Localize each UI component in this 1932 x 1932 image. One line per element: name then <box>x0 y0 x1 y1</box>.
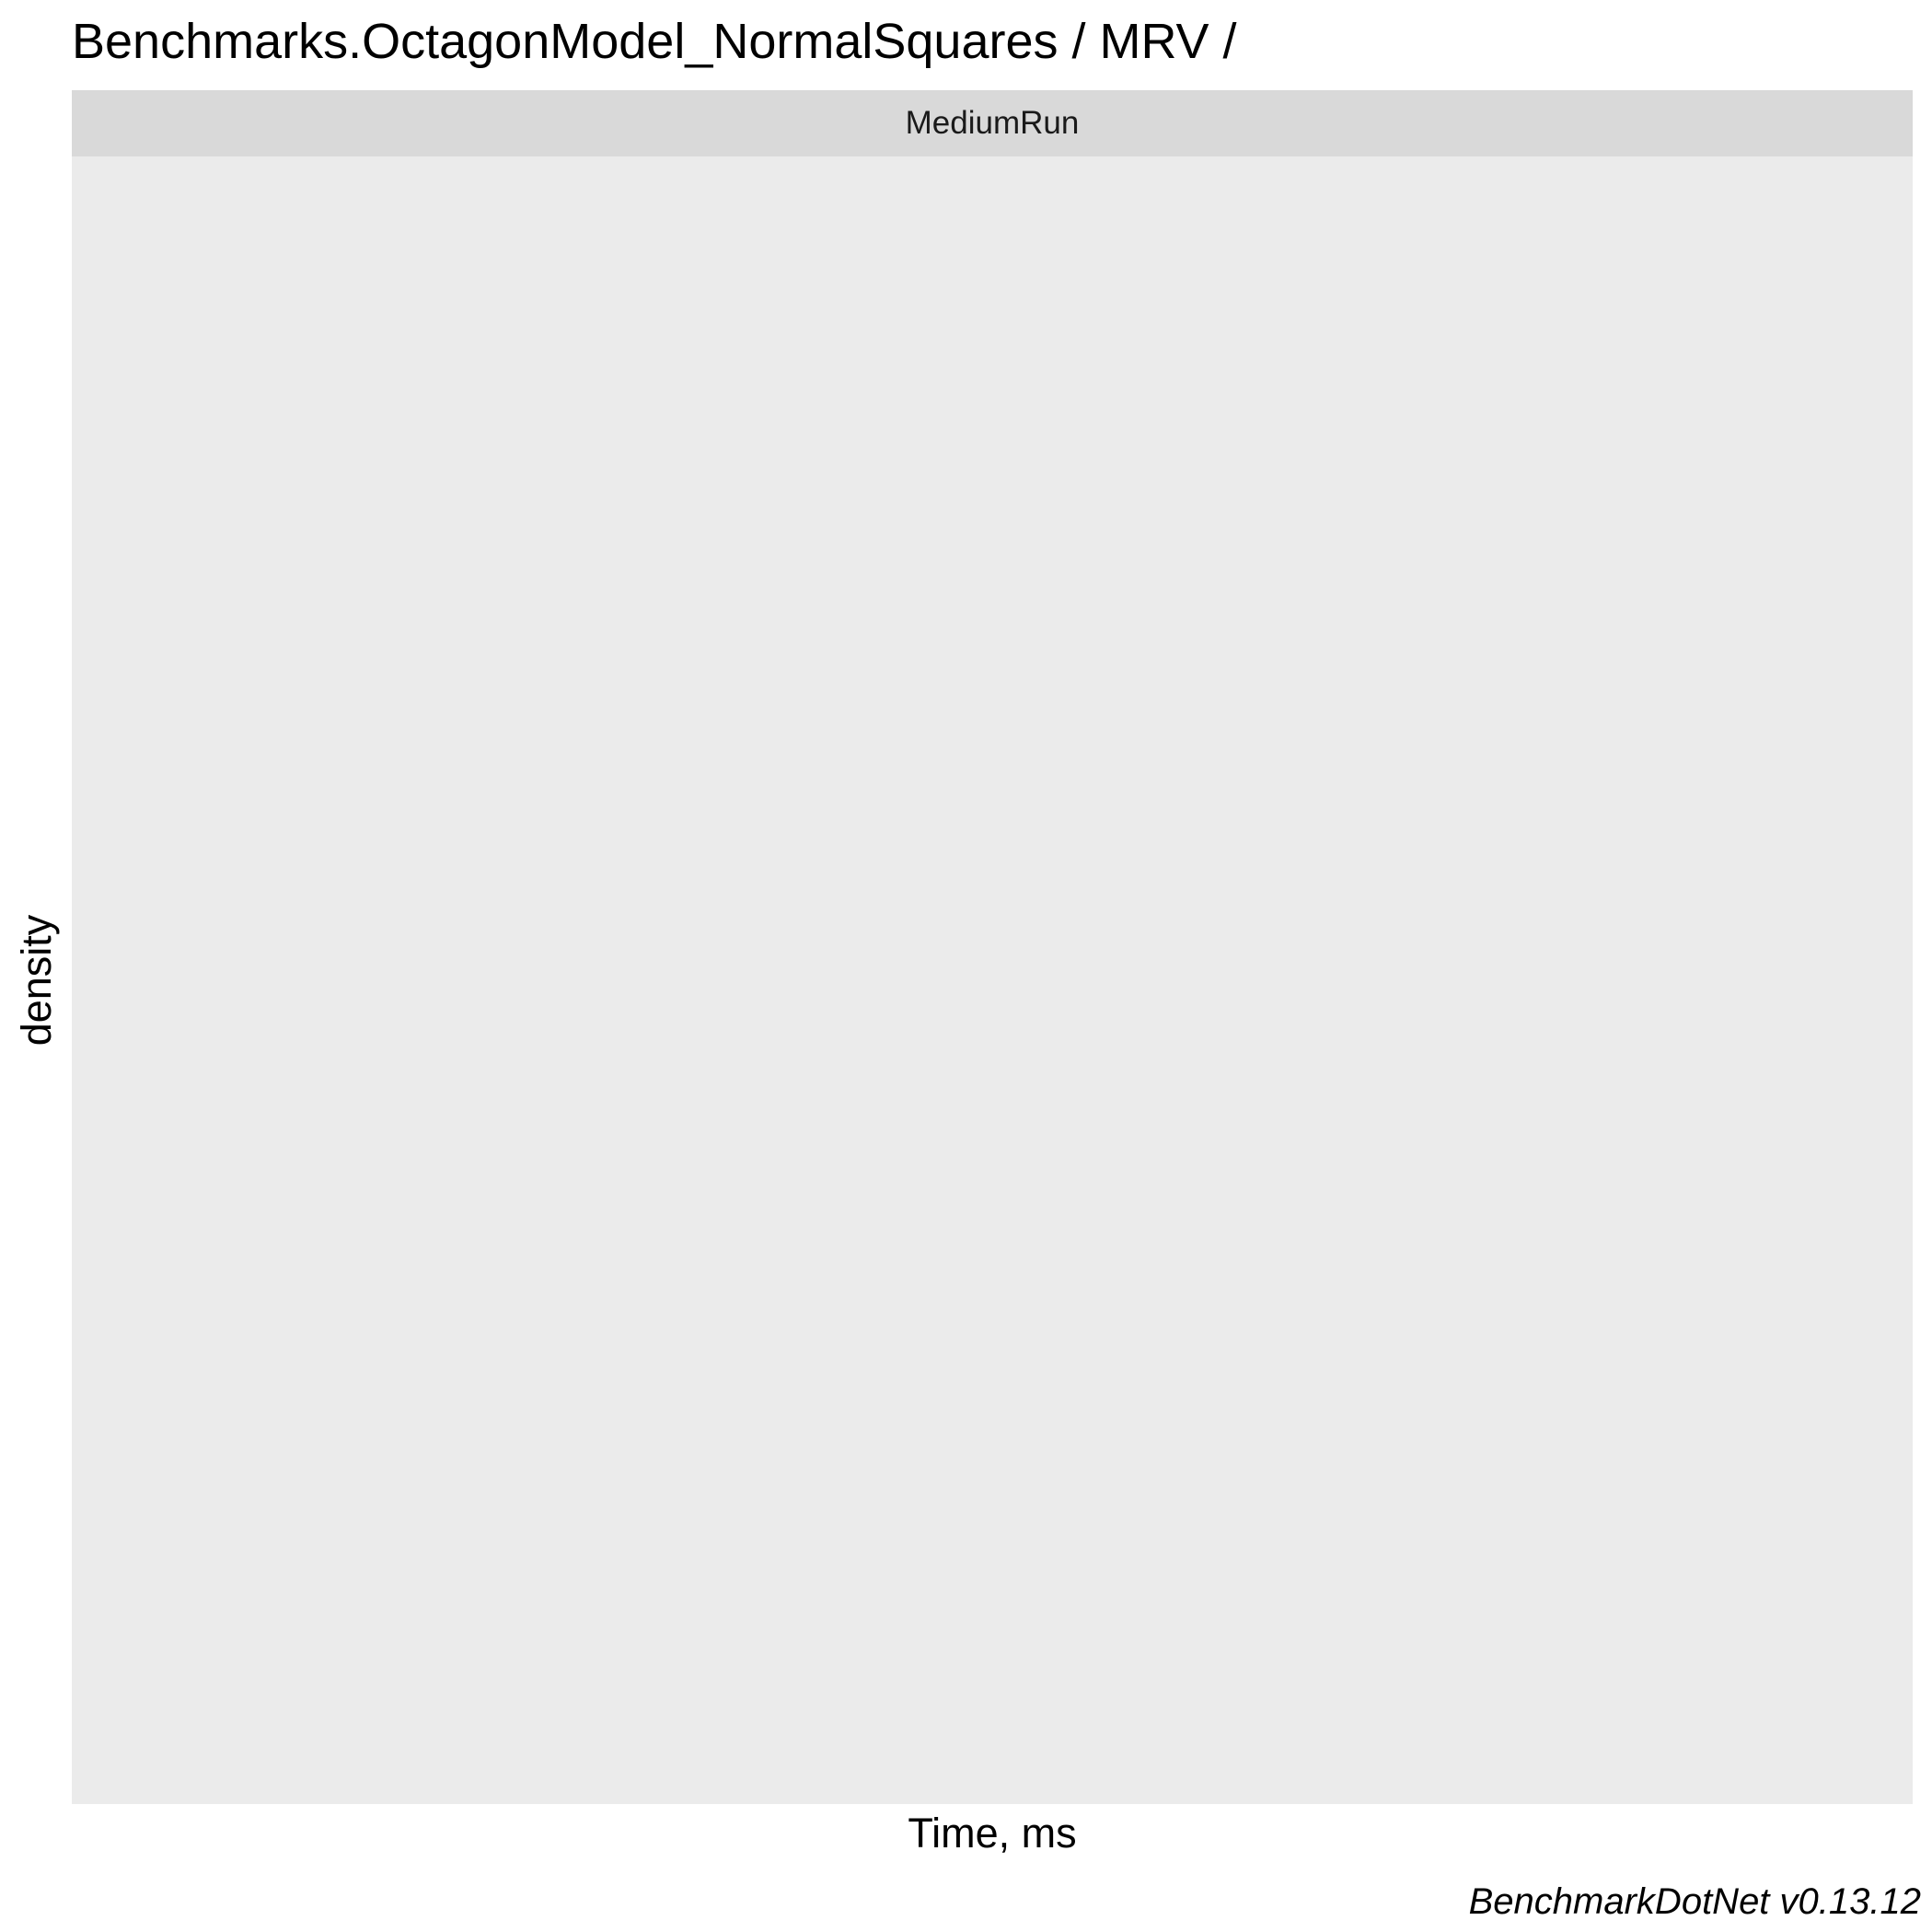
y-axis-label: density <box>13 914 60 1047</box>
chart-caption: BenchmarkDotNet v0.13.12 <box>1468 1881 1921 1922</box>
plot-panel <box>72 156 1913 1804</box>
y-axis-label-container: density <box>9 156 64 1804</box>
x-axis-label: Time, ms <box>908 1810 1077 1857</box>
facet-strip: MediumRun <box>72 90 1913 156</box>
facet-label: MediumRun <box>905 105 1080 141</box>
chart-title: Benchmarks.OctagonModel_NormalSquares / … <box>72 14 1237 69</box>
